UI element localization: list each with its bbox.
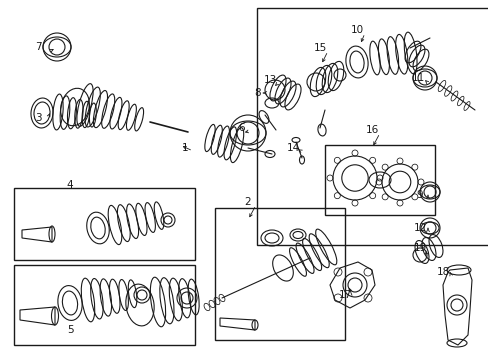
- Bar: [215, 208, 345, 340]
- Text: 11: 11: [410, 73, 424, 83]
- Text: 13: 13: [263, 75, 276, 85]
- Bar: [257, 8, 488, 245]
- Bar: [325, 145, 434, 215]
- Text: 10: 10: [350, 25, 363, 35]
- Bar: [14, 188, 195, 260]
- Text: 19: 19: [412, 243, 426, 253]
- Text: 6: 6: [238, 123, 245, 133]
- Text: 4: 4: [66, 180, 73, 190]
- Text: 5: 5: [66, 325, 73, 335]
- Text: 18: 18: [435, 267, 448, 277]
- Text: 3: 3: [35, 113, 41, 123]
- Text: 1: 1: [182, 143, 188, 153]
- Text: 8: 8: [254, 88, 261, 98]
- Text: 17: 17: [338, 290, 351, 300]
- Text: 2: 2: [244, 197, 251, 207]
- Text: 14: 14: [286, 143, 299, 153]
- Text: 15: 15: [313, 43, 326, 53]
- Text: 16: 16: [365, 125, 378, 135]
- Bar: [14, 265, 195, 345]
- Text: 12: 12: [412, 223, 426, 233]
- Text: 9: 9: [416, 190, 423, 200]
- Text: 7: 7: [35, 42, 41, 52]
